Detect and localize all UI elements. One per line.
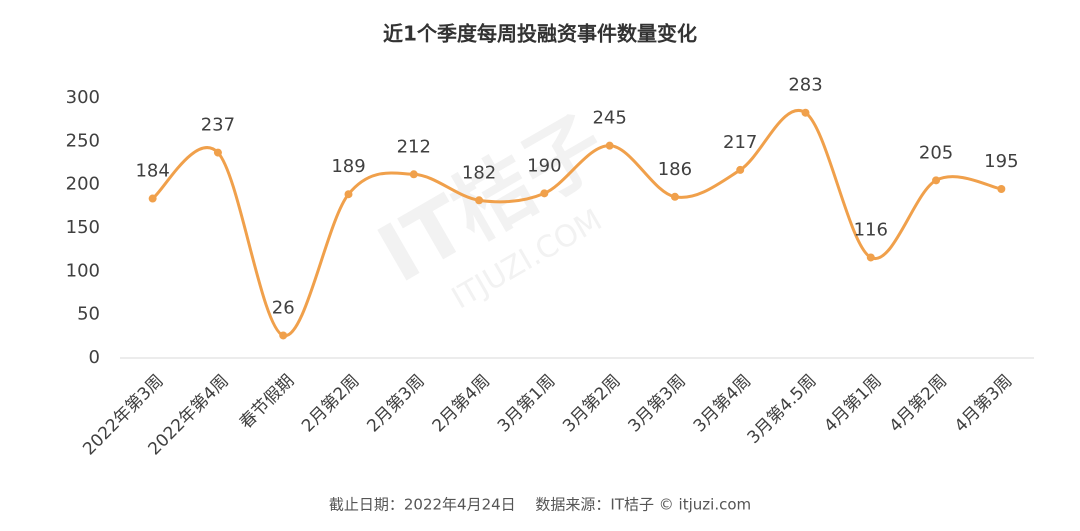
point (866, 253, 875, 262)
source-note: 截止日期：2022年4月24日 数据来源：IT桔子 © itjuzi.com (329, 496, 751, 514)
data-label: 245 (592, 108, 626, 129)
x-tick-label: 2月第4周 (429, 371, 495, 437)
x-tick-label: 3月第4周 (690, 371, 756, 437)
x-tick-label: 4月第3周 (951, 371, 1017, 437)
x-tick-label: 3月第2周 (559, 371, 625, 437)
y-tick-label: 200 (66, 174, 100, 195)
x-tick-label: 3月第3周 (624, 371, 690, 437)
y-tick-label: 50 (77, 304, 100, 325)
x-tick-label: 3月第4.5周 (744, 371, 821, 448)
x-tick-label: 春节假期 (236, 371, 298, 433)
point (605, 141, 614, 150)
point (344, 190, 353, 199)
chart-title: 近1个季度每周投融资事件数量变化 (383, 22, 697, 46)
x-tick-label: 2月第3周 (363, 371, 429, 437)
point (670, 192, 679, 201)
data-label: 190 (527, 155, 561, 176)
point (540, 189, 549, 198)
point (213, 148, 222, 157)
data-label: 217 (723, 132, 757, 153)
x-tick-label: 2月第2周 (298, 371, 364, 437)
data-label: 195 (984, 151, 1018, 172)
x-tick-label: 4月第2周 (886, 371, 952, 437)
data-label: 186 (658, 159, 692, 180)
point (932, 176, 941, 185)
x-tick-label: 4月第1周 (820, 371, 886, 437)
point (475, 196, 484, 205)
point (279, 331, 288, 340)
point (148, 194, 157, 203)
watermark: IT桔子 ITJUZI.COM (363, 98, 621, 316)
data-label: 205 (919, 142, 953, 163)
y-tick-label: 0 (89, 347, 100, 368)
data-label: 184 (135, 161, 169, 182)
data-label: 116 (854, 219, 888, 240)
point (997, 185, 1006, 193)
x-tick-label: 3月第1周 (494, 371, 560, 437)
data-label: 237 (201, 115, 235, 136)
data-label: 283 (788, 75, 822, 96)
data-label: 182 (462, 162, 496, 183)
point (801, 108, 810, 117)
point (736, 165, 745, 174)
data-label: 26 (272, 297, 295, 318)
data-label: 189 (331, 156, 365, 177)
y-tick-label: 250 (66, 130, 100, 151)
point (409, 170, 418, 179)
y-tick-label: 300 (66, 87, 100, 108)
y-tick-label: 100 (66, 260, 100, 281)
line (151, 108, 1002, 337)
data-label: 212 (397, 136, 431, 157)
y-tick-label: 150 (66, 217, 100, 238)
